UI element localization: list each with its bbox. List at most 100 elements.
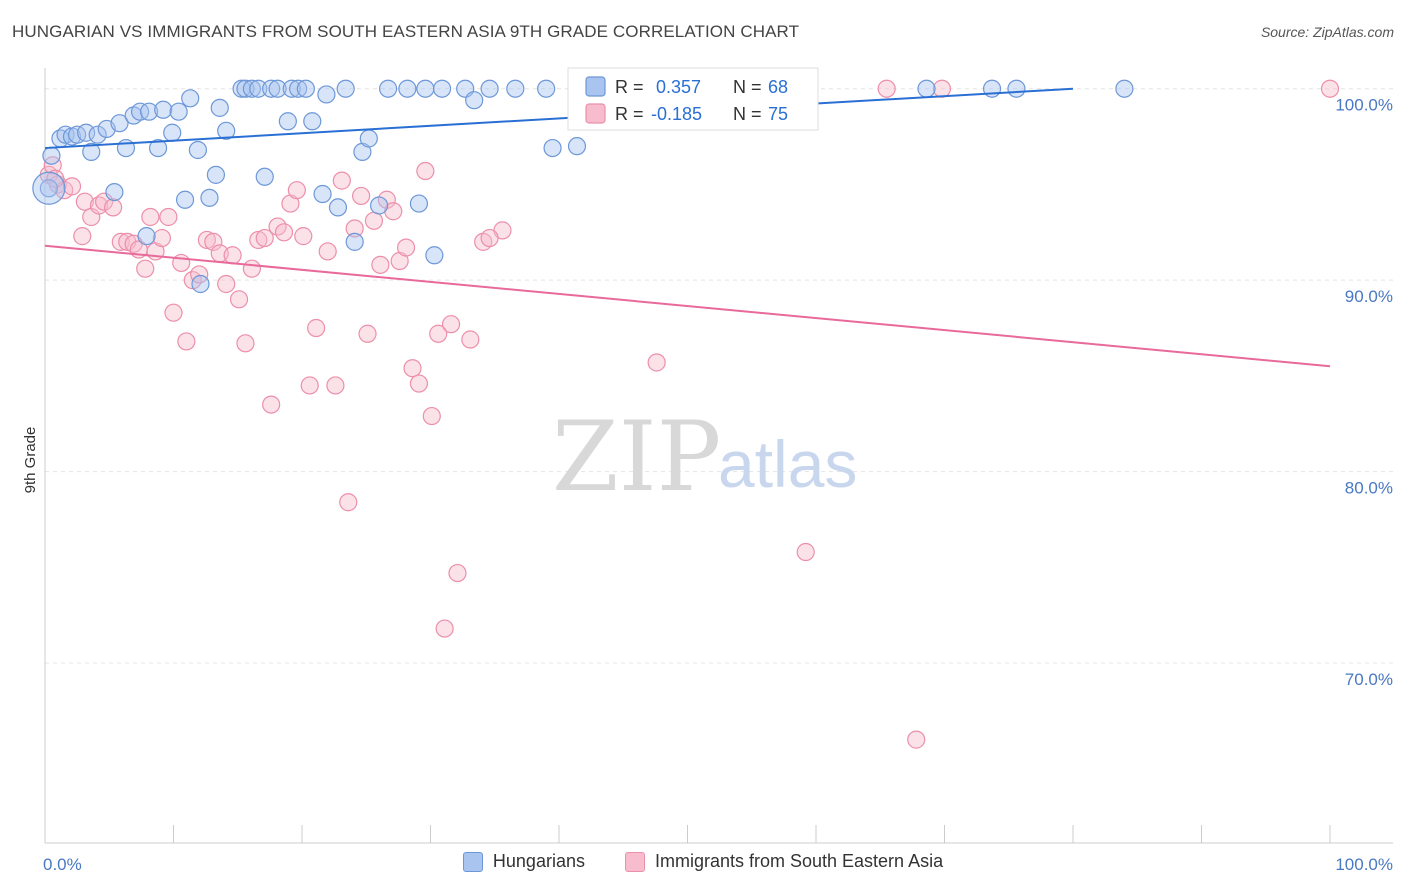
immigrants-point-47 — [345, 219, 364, 238]
hungarians-point-20 — [169, 102, 188, 121]
hungarians-point-62 — [917, 79, 936, 98]
hungarians-point-27 — [210, 98, 229, 117]
legend-item-immigrants[interactable]: Immigrants from South Eastern Asia — [624, 851, 944, 872]
series-legend: Hungarians Immigrants from South Eastern… — [0, 851, 1406, 872]
immigrants-point-73 — [480, 228, 499, 248]
immigrants-point-1 — [43, 156, 62, 175]
immigrants-point-24 — [190, 265, 209, 284]
hungarians-point-5 — [68, 125, 87, 144]
legend-n-label-1: N = — [733, 77, 762, 97]
hungarians-point-45 — [345, 232, 364, 251]
immigrants-point-25 — [197, 230, 217, 250]
watermark-zip: ZIP — [552, 401, 721, 513]
legend-item-hungarians[interactable]: Hungarians — [462, 851, 585, 872]
hungarians-point-58 — [506, 79, 525, 98]
hungarians-point-25 — [200, 188, 219, 207]
immigrants-point-60 — [429, 324, 448, 343]
immigrants-point-32 — [242, 259, 261, 278]
immigrants-point-63 — [448, 563, 467, 583]
x-tick-label-0: 0.0% — [43, 855, 82, 874]
hungarians-point-38 — [289, 79, 308, 98]
immigrants-point-51 — [371, 255, 390, 274]
immigrants-point-4 — [62, 177, 82, 196]
hungarians-point-41 — [313, 184, 332, 204]
hungarians-point-26 — [206, 165, 226, 184]
hungarians-point-60 — [543, 138, 562, 158]
immigrants-point-42 — [307, 318, 326, 338]
immigrants-point-58 — [416, 161, 435, 181]
watermark-atlas: atlas — [718, 427, 857, 501]
hungarians-point-19 — [163, 123, 182, 142]
immigrants-point-45 — [332, 171, 351, 190]
hungarians-point-54 — [432, 79, 452, 98]
hungarians-point-50 — [398, 79, 417, 98]
legend-r-value-2: -0.185 — [651, 104, 702, 124]
hungarians-point-1 — [42, 146, 61, 165]
legend-n-label-2: N = — [733, 104, 762, 124]
immigrants-point-6 — [75, 192, 94, 211]
hungarians-point-32 — [249, 79, 268, 98]
immigrants-point-69 — [877, 79, 896, 98]
immigrants-point-61 — [435, 619, 454, 638]
immigrants-point-18 — [152, 228, 172, 248]
immigrants-point-39 — [287, 181, 306, 200]
immigrants-point-20 — [164, 303, 183, 322]
immigrants-point-28 — [217, 274, 236, 294]
hungarians-point-8 — [88, 125, 107, 144]
immigrants-point-62 — [441, 315, 461, 334]
chart-title: HUNGARIAN VS IMMIGRANTS FROM SOUTH EASTE… — [12, 22, 800, 41]
immigrants-point-35 — [262, 395, 281, 414]
immigrants-point-72 — [1320, 79, 1340, 98]
hungarians-point-61 — [567, 137, 587, 156]
immigrants-point-16 — [141, 207, 160, 227]
hungarians-point-31 — [242, 79, 261, 98]
immigrants-point-29 — [223, 246, 242, 265]
hungarians-cluster-point — [32, 171, 66, 205]
y-tick-label-1: 90.0% — [1345, 287, 1393, 306]
hungarians-point-64 — [1007, 79, 1026, 98]
legend-label-hungarians: Hungarians — [492, 851, 585, 871]
immigrants-point-10 — [104, 198, 123, 217]
hungarians-point-53 — [425, 246, 444, 265]
immigrants-point-70 — [907, 730, 926, 749]
legend-r-label-1: R = — [615, 77, 644, 97]
hungarians-point-65 — [1115, 79, 1134, 98]
immigrants-point-48 — [352, 186, 371, 206]
legend-swatch-immigrants — [585, 103, 606, 124]
immigrants-point-56 — [403, 359, 422, 378]
x-tick-label-1: 100.0% — [1335, 855, 1393, 874]
immigrants-point-57 — [409, 374, 429, 393]
immigrants-point-64 — [461, 330, 480, 349]
legend-r-value-1: 0.357 — [656, 77, 701, 97]
hungarians-point-36 — [278, 112, 297, 131]
hungarians-point-22 — [181, 89, 200, 108]
immigrants-point-68 — [796, 542, 815, 562]
immigrants-swatch — [624, 851, 645, 872]
hungarians-point-30 — [236, 79, 255, 98]
hungarians-swatch — [462, 851, 483, 872]
immigrants-point-46 — [339, 493, 358, 512]
immigrants-point-30 — [229, 290, 249, 309]
immigrants-point-37 — [274, 223, 294, 242]
immigrants-point-40 — [294, 227, 313, 246]
legend-label-immigrants: Immigrants from South Eastern Asia — [654, 851, 944, 871]
legend-r-label-2: R = — [615, 104, 644, 124]
hungarians-point-49 — [378, 79, 398, 98]
hungarians-point-33 — [255, 167, 274, 186]
immigrants-point-22 — [177, 332, 196, 351]
immigrants-point-74 — [46, 169, 65, 188]
trend-line-hungarians — [44, 87, 1074, 150]
immigrants-point-5 — [73, 227, 92, 246]
hungarians-point-47 — [359, 129, 378, 148]
immigrants-point-71 — [932, 79, 952, 98]
hungarians-point-39 — [296, 79, 315, 98]
hungarians-point-16 — [139, 102, 159, 121]
hungarians-point-48 — [370, 196, 389, 215]
immigrants-point-15 — [136, 259, 155, 278]
immigrants-point-59 — [422, 406, 441, 426]
hungarians-point-44 — [336, 79, 355, 98]
hungarians-point-15 — [137, 227, 156, 246]
hungarians-point-23 — [188, 140, 208, 160]
correlation-legend: R = 0.357 N = 68 R = -0.185 N = 75 — [567, 67, 819, 131]
